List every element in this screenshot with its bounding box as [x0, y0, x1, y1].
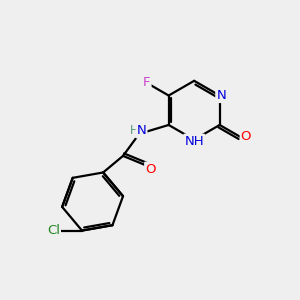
Text: O: O: [145, 163, 156, 176]
Text: F: F: [143, 76, 151, 89]
Text: NH: NH: [184, 135, 204, 148]
Text: Cl: Cl: [47, 224, 60, 237]
Text: N: N: [216, 89, 226, 102]
Text: H: H: [130, 124, 138, 137]
Text: O: O: [241, 130, 251, 143]
Text: N: N: [137, 124, 146, 137]
